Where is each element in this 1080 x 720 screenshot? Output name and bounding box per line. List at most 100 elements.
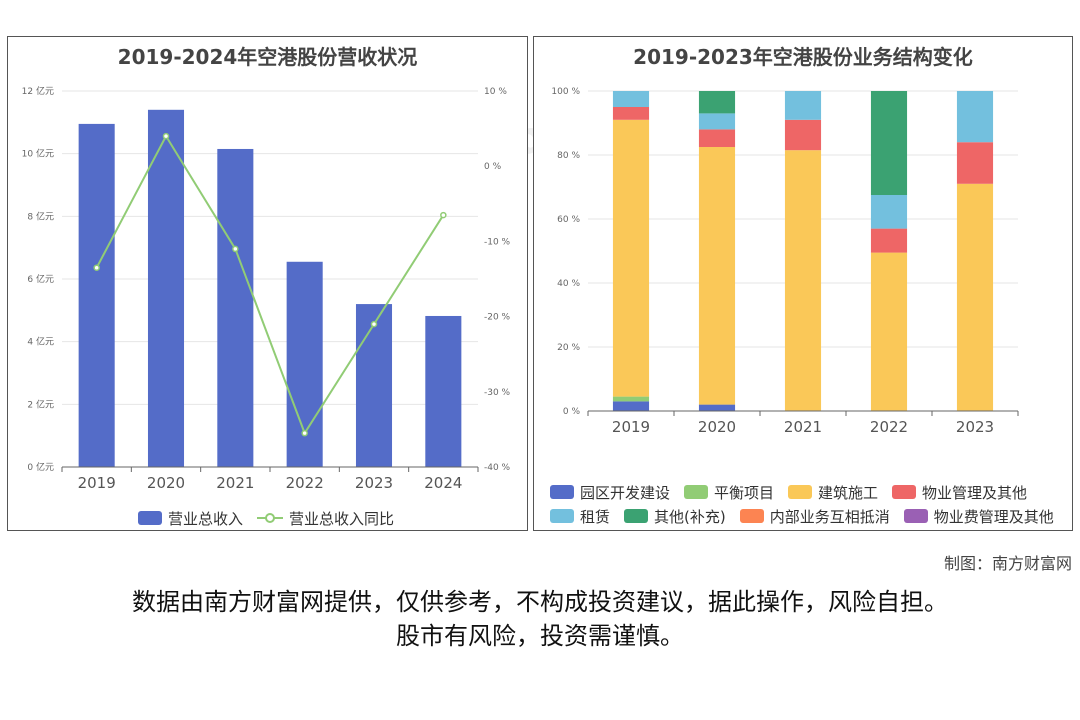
- legend-item-yoy[interactable]: 营业总收入同比: [257, 506, 394, 530]
- revenue-chart-panel: 2019-2024年空港股份营收状况 0 亿元 2 亿元 4 亿元 6 亿元 8 亿元 1…: [7, 36, 528, 531]
- stack-segment: [612, 107, 650, 120]
- y-left-tick-label: 10 亿元: [22, 148, 54, 160]
- stack-segment: [956, 142, 994, 184]
- chart-credit: 制图：南方财富网: [943, 554, 1072, 573]
- y-tick-label: 40 %: [557, 279, 580, 289]
- x-axis-tick-label: 2020: [147, 474, 185, 492]
- revenue-bar: [355, 304, 393, 467]
- x-axis-tick-label: 2024: [424, 474, 462, 492]
- legend-swatch: [892, 485, 917, 499]
- y-tick-label: 60 %: [557, 215, 580, 225]
- yoy-point: [232, 245, 239, 253]
- legend-label: 平衡项目: [714, 483, 775, 502]
- stack-segment: [698, 113, 736, 130]
- y-left-tick-label: 0 亿元: [27, 461, 54, 473]
- stack-segment: [784, 150, 822, 411]
- y-tick-label: 80 %: [557, 151, 580, 161]
- legend-label: 租赁: [580, 507, 611, 526]
- stack-segment: [612, 91, 650, 107]
- legend-item[interactable]: 建筑施工: [788, 480, 878, 504]
- yoy-point: [440, 211, 447, 219]
- legend-swatch: [550, 509, 574, 523]
- stack-segment: [612, 401, 650, 411]
- legend-swatch-line: [257, 513, 284, 523]
- stack-segment: [698, 91, 736, 114]
- x-axis-tick-label: 2023: [355, 474, 393, 492]
- legend-item[interactable]: 物业管理及其他: [892, 480, 1027, 504]
- y-right-tick-label: -10 %: [484, 237, 511, 247]
- legend-swatch: [550, 485, 574, 499]
- legend-swatch: [624, 509, 649, 523]
- y-right-tick-label: -20 %: [484, 313, 511, 323]
- legend-label-revenue: 营业总收入: [168, 509, 244, 528]
- legend-item[interactable]: 物业费管理及其他: [903, 504, 1054, 528]
- stack-segment: [612, 119, 650, 397]
- legend-item[interactable]: 园区开发建设: [550, 480, 670, 504]
- legend-swatch-bar: [138, 511, 162, 525]
- stack-segment: [784, 91, 822, 120]
- x-axis-tick-label: 2020: [698, 418, 736, 436]
- stack-segment: [698, 404, 736, 411]
- y-left-tick-label: 8 亿元: [27, 210, 54, 222]
- disclaimer-line-2: 股市有风险，投资需谨慎。: [396, 622, 684, 650]
- y-right-tick-label: 0 %: [484, 162, 502, 172]
- stack-segment: [784, 119, 822, 151]
- legend-swatch: [684, 485, 709, 499]
- y-left-tick-label: 12 亿元: [22, 85, 54, 97]
- legend-item[interactable]: 平衡项目: [684, 480, 774, 504]
- stack-segment: [698, 147, 736, 405]
- x-axis-tick-label: 2023: [956, 418, 994, 436]
- business-structure-panel: 2019-2023年空港股份业务结构变化 0 % 20 % 40 % 60 % 80 %…: [533, 36, 1073, 531]
- legend-item[interactable]: 内部业务互相抵消: [739, 504, 890, 528]
- structure-chart-legend: 园区开发建设 平衡项目 建筑施工 物业管理及其他租赁 其他(补充) 内部业务互相抵消 物业费…: [550, 480, 1070, 528]
- y-tick-label: 100 %: [551, 87, 580, 97]
- legend-label: 建筑施工: [818, 483, 879, 502]
- y-left-tick-label: 4 亿元: [27, 336, 54, 348]
- x-axis-tick-label: 2022: [870, 418, 908, 436]
- revenue-chart: 0 亿元 2 亿元 4 亿元 6 亿元 8 亿元 10 亿元 12 亿元 -40 % -30 %…: [22, 85, 511, 492]
- stack-segment: [956, 91, 994, 143]
- stack-segment: [870, 91, 908, 195]
- y-tick-label: 20 %: [557, 343, 580, 353]
- stack-segment: [870, 195, 908, 229]
- legend-swatch: [903, 509, 928, 523]
- y-right-tick-label: -40 %: [484, 463, 511, 473]
- revenue-chart-title: 2019-2024年空港股份营收状况: [117, 45, 418, 69]
- x-axis-tick-label: 2022: [286, 474, 324, 492]
- yoy-point: [162, 132, 170, 140]
- structure-chart: 0 % 20 % 40 % 60 % 80 % 100 % 2019 2020 2021 2022…: [551, 87, 1019, 436]
- disclaimer-line-1: 数据由南方财富网提供，仅供参考，不构成投资建议，据此操作，风险自担。: [132, 588, 948, 616]
- legend-label: 物业费管理及其他: [933, 507, 1054, 526]
- y-left-tick-label: 6 亿元: [27, 273, 54, 285]
- revenue-bar: [217, 148, 254, 467]
- legend-label: 其他(补充): [654, 507, 726, 526]
- revenue-bar: [425, 315, 462, 467]
- legend-label: 物业管理及其他: [922, 483, 1028, 502]
- legend-label: 内部业务互相抵消: [769, 507, 890, 526]
- y-right-tick-label: -30 %: [484, 388, 511, 398]
- legend-item-revenue[interactable]: 营业总收入: [138, 506, 243, 530]
- revenue-bar: [147, 109, 185, 468]
- legend-item[interactable]: 租赁: [550, 504, 610, 528]
- x-axis-tick-label: 2021: [784, 418, 822, 436]
- legend-label: 园区开发建设: [580, 483, 671, 502]
- x-axis-tick-label: 2021: [216, 474, 254, 492]
- yoy-point: [93, 264, 100, 271]
- legend-label-yoy: 营业总收入同比: [289, 509, 395, 528]
- y-right-tick-label: 10 %: [484, 87, 507, 97]
- legend-swatch: [788, 485, 813, 499]
- yoy-line: [95, 134, 445, 436]
- revenue-bar: [78, 123, 115, 468]
- x-axis-tick-label: 2019: [78, 474, 116, 492]
- legend-item[interactable]: 其他(补充): [624, 504, 726, 528]
- yoy-point: [301, 429, 308, 437]
- stack-segment: [870, 228, 908, 253]
- x-axis-tick-label: 2019: [612, 418, 650, 436]
- y-tick-label: 0 %: [563, 407, 581, 417]
- stack-segment: [956, 183, 994, 411]
- yoy-point: [370, 320, 378, 328]
- stack-segment: [698, 129, 736, 147]
- stack-segment: [612, 396, 650, 402]
- stack-segment: [870, 252, 908, 411]
- structure-chart-title: 2019-2023年空港股份业务结构变化: [633, 45, 973, 69]
